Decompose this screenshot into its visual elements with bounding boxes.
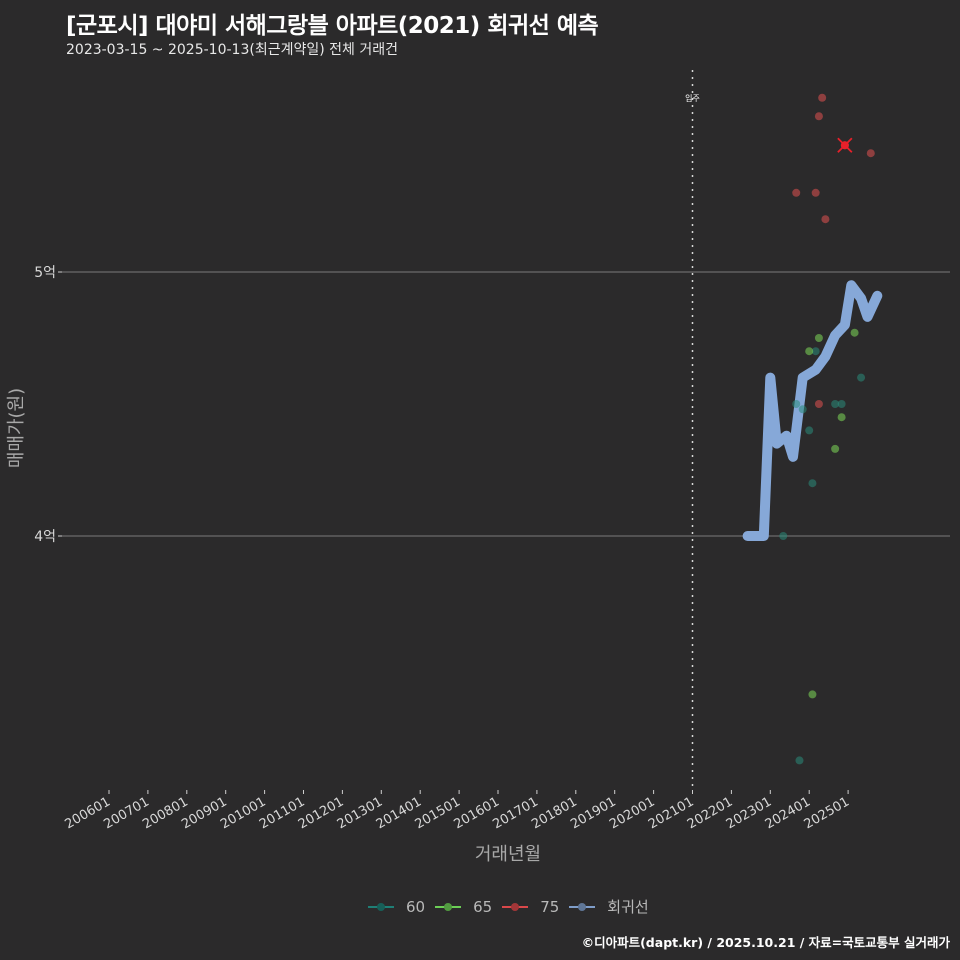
data-point-65 <box>814 334 823 342</box>
data-point-65 <box>831 444 840 453</box>
data-point-75 <box>792 188 801 197</box>
data-point-75 <box>821 215 830 224</box>
x-tick-label: 202501 <box>802 794 852 832</box>
data-point-60 <box>792 400 801 408</box>
data-point-60 <box>779 532 788 540</box>
legend-label: 회귀선 <box>607 898 649 916</box>
data-point-65 <box>808 690 817 699</box>
chart-subtitle: 2023-03-15 ~ 2025-10-13(최근계약일) 전체 거래건 <box>66 42 398 58</box>
data-point-75 <box>811 188 820 197</box>
y-tick-label: 5억 <box>34 265 56 281</box>
data-point-65 <box>850 328 859 337</box>
y-axis-ticks: 4억 5억 <box>34 265 62 545</box>
data-point-75 <box>866 149 875 158</box>
data-point-60 <box>798 405 807 414</box>
data-point-60 <box>808 479 817 488</box>
x-axis-ticks: 2006012007012008012009012010012011012012… <box>63 790 852 832</box>
move-in-label: 입주 <box>685 94 700 103</box>
legend-key-icon <box>569 901 596 913</box>
gridlines <box>62 271 950 537</box>
footer-credit: ©디아파트(dapt.kr) / 2025.10.21 / 자료=국토교통부 실… <box>581 935 950 950</box>
legend-item: 회귀선 <box>569 896 649 917</box>
data-point-65 <box>837 413 846 422</box>
data-point-60 <box>805 426 814 435</box>
data-point-75 <box>818 93 827 102</box>
data-point-75 <box>814 112 823 121</box>
y-axis-label: 매매가(원) <box>6 388 27 468</box>
data-point-60 <box>857 373 866 382</box>
data-point-60 <box>795 756 804 765</box>
legend-item: 75 <box>502 898 559 916</box>
x-axis-label: 거래년월 <box>475 844 541 865</box>
legend-key-icon <box>368 901 394 913</box>
legend-item: 60 <box>368 898 425 916</box>
data-point-60 <box>837 400 846 408</box>
move-in-annotation: 입주 <box>685 70 700 790</box>
legend-key-icon <box>435 901 462 913</box>
highlight-x-icon <box>837 137 853 153</box>
legend-label: 65 <box>473 897 493 916</box>
legend: 60 65 75 회귀선 <box>368 896 659 917</box>
y-tick-label: 4억 <box>34 529 56 545</box>
legend-item: 65 <box>435 898 492 916</box>
legend-label: 60 <box>406 897 426 916</box>
regression-line <box>742 280 883 541</box>
chart-title: [군포시] 대야미 서해그랑블 아파트(2021) 회귀선 예측 <box>66 13 599 39</box>
legend-key-icon <box>502 901 529 913</box>
legend-label: 75 <box>540 897 560 916</box>
data-point-75 <box>814 400 823 408</box>
data-point-60 <box>811 347 820 356</box>
data-point-60 <box>831 400 840 408</box>
data-point-65 <box>805 347 814 356</box>
scatter-points <box>779 93 875 765</box>
regression-path <box>742 280 883 541</box>
